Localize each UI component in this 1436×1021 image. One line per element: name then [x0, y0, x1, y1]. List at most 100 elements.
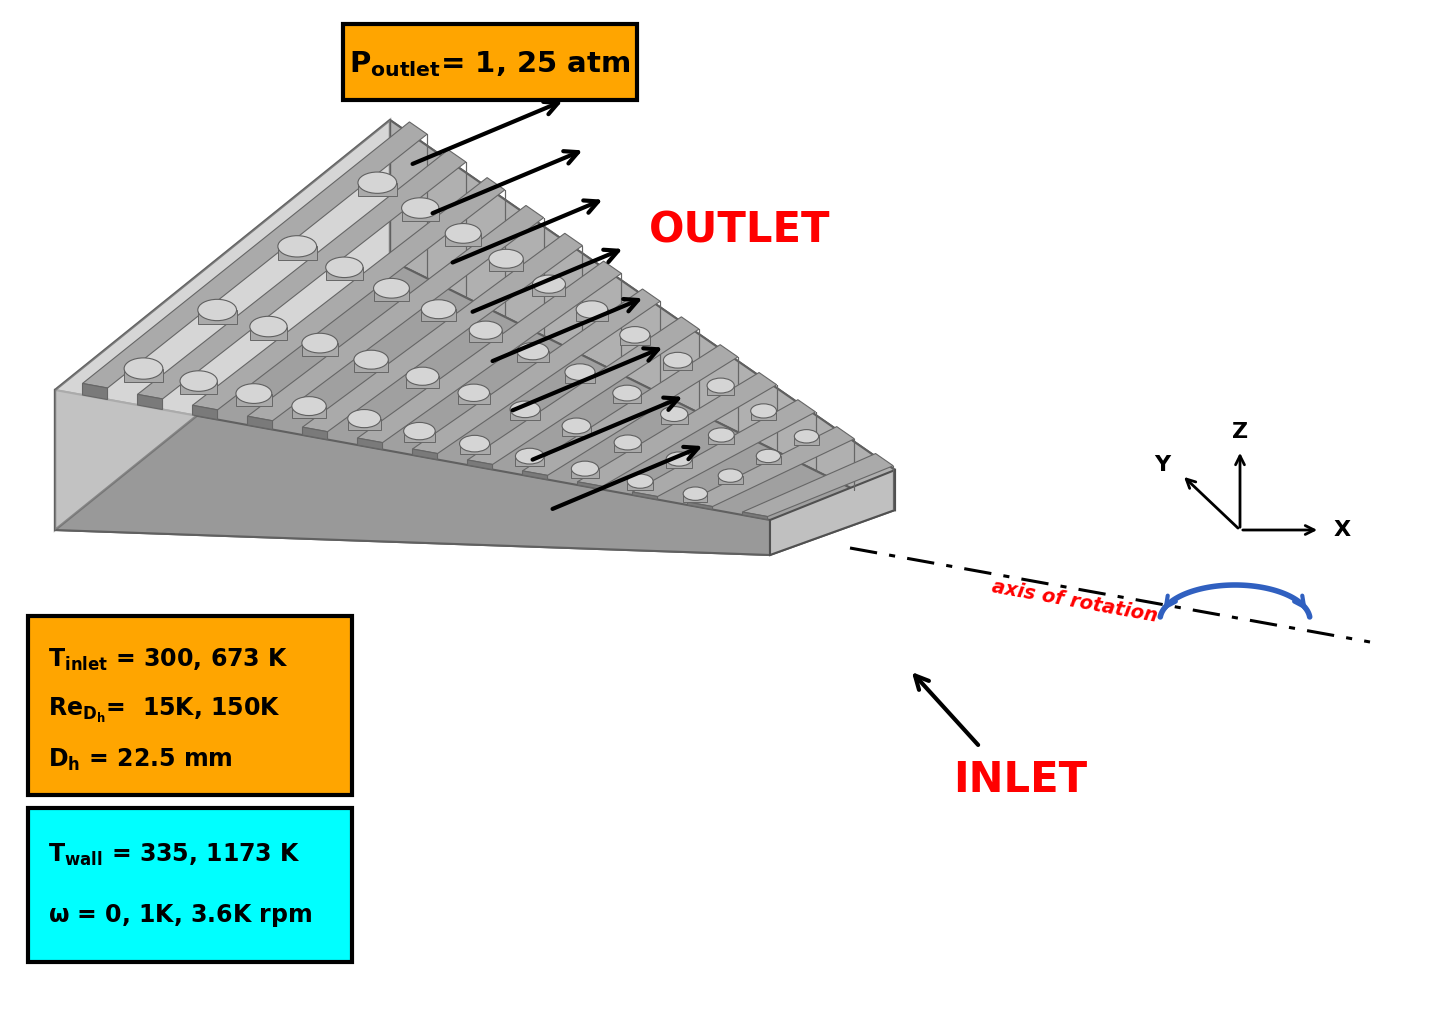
- Polygon shape: [632, 492, 658, 499]
- Ellipse shape: [198, 299, 237, 321]
- Text: $\mathbf{T_{inlet}}$ = 300, 673 K: $\mathbf{T_{inlet}}$ = 300, 673 K: [47, 647, 289, 673]
- Ellipse shape: [615, 435, 642, 450]
- Ellipse shape: [458, 384, 490, 401]
- Text: $\mathbf{T_{wall}}$ = 335, 1173 K: $\mathbf{T_{wall}}$ = 335, 1173 K: [47, 842, 300, 868]
- Polygon shape: [180, 381, 217, 394]
- Polygon shape: [770, 470, 895, 555]
- Polygon shape: [533, 284, 566, 296]
- Text: OUTLET: OUTLET: [649, 209, 831, 251]
- Polygon shape: [794, 436, 819, 445]
- Polygon shape: [247, 205, 544, 421]
- Polygon shape: [684, 494, 708, 502]
- Ellipse shape: [250, 317, 287, 337]
- Ellipse shape: [561, 418, 590, 434]
- Ellipse shape: [326, 257, 363, 278]
- Polygon shape: [192, 405, 217, 420]
- Polygon shape: [742, 512, 767, 520]
- Polygon shape: [82, 121, 426, 388]
- Polygon shape: [406, 376, 439, 388]
- Polygon shape: [277, 246, 316, 260]
- Ellipse shape: [516, 448, 544, 464]
- Ellipse shape: [533, 275, 566, 293]
- Polygon shape: [663, 360, 692, 371]
- Polygon shape: [661, 415, 688, 424]
- Polygon shape: [632, 399, 816, 496]
- Polygon shape: [576, 309, 607, 321]
- Polygon shape: [470, 330, 503, 342]
- Ellipse shape: [402, 198, 439, 218]
- Text: $\mathbf{\omega}$ = 0, 1K, 3.6K rpm: $\mathbf{\omega}$ = 0, 1K, 3.6K rpm: [47, 902, 312, 928]
- Polygon shape: [250, 327, 287, 340]
- Polygon shape: [523, 471, 547, 480]
- Polygon shape: [138, 150, 465, 399]
- Polygon shape: [688, 427, 854, 506]
- Ellipse shape: [470, 322, 503, 339]
- Ellipse shape: [373, 279, 409, 298]
- Ellipse shape: [564, 363, 595, 381]
- Polygon shape: [516, 456, 544, 467]
- Polygon shape: [404, 431, 435, 442]
- Ellipse shape: [302, 333, 337, 353]
- Polygon shape: [468, 459, 493, 470]
- Ellipse shape: [277, 236, 316, 257]
- Ellipse shape: [445, 224, 481, 243]
- Polygon shape: [666, 459, 692, 468]
- Polygon shape: [688, 502, 712, 509]
- Polygon shape: [402, 208, 439, 222]
- Ellipse shape: [628, 474, 653, 488]
- Text: Z: Z: [1232, 422, 1248, 442]
- Polygon shape: [510, 409, 540, 420]
- Polygon shape: [55, 260, 895, 555]
- Polygon shape: [373, 288, 409, 301]
- Polygon shape: [302, 343, 337, 355]
- Polygon shape: [292, 406, 326, 419]
- Polygon shape: [123, 369, 162, 382]
- Polygon shape: [55, 120, 391, 530]
- Polygon shape: [517, 351, 549, 362]
- Polygon shape: [247, 417, 273, 430]
- Ellipse shape: [517, 342, 549, 359]
- Ellipse shape: [620, 327, 651, 343]
- Ellipse shape: [510, 401, 540, 418]
- Ellipse shape: [666, 452, 692, 467]
- Polygon shape: [628, 481, 653, 490]
- Ellipse shape: [707, 378, 734, 393]
- Polygon shape: [742, 453, 893, 517]
- Polygon shape: [707, 386, 734, 395]
- Polygon shape: [751, 410, 777, 420]
- Text: INLET: INLET: [954, 759, 1087, 801]
- Polygon shape: [55, 120, 895, 520]
- FancyBboxPatch shape: [343, 25, 638, 100]
- Polygon shape: [458, 393, 490, 404]
- Ellipse shape: [460, 435, 490, 452]
- Ellipse shape: [358, 172, 396, 193]
- Polygon shape: [572, 469, 599, 478]
- Polygon shape: [421, 309, 455, 322]
- Polygon shape: [303, 234, 583, 432]
- Polygon shape: [445, 234, 481, 246]
- Polygon shape: [460, 443, 490, 454]
- Ellipse shape: [572, 461, 599, 476]
- Polygon shape: [620, 335, 651, 345]
- Polygon shape: [348, 419, 381, 430]
- Polygon shape: [358, 438, 382, 449]
- Ellipse shape: [708, 428, 734, 442]
- Ellipse shape: [353, 350, 388, 370]
- Polygon shape: [138, 394, 162, 409]
- Ellipse shape: [404, 423, 435, 440]
- Polygon shape: [55, 390, 770, 555]
- Ellipse shape: [794, 430, 819, 443]
- Polygon shape: [564, 372, 595, 383]
- Ellipse shape: [236, 384, 271, 403]
- Polygon shape: [326, 268, 363, 281]
- Polygon shape: [358, 261, 622, 443]
- Polygon shape: [523, 345, 738, 476]
- Polygon shape: [615, 442, 642, 452]
- Text: $\mathbf{P_{outlet}}$= 1, 25 atm: $\mathbf{P_{outlet}}$= 1, 25 atm: [349, 49, 630, 79]
- Polygon shape: [236, 393, 271, 406]
- FancyBboxPatch shape: [27, 616, 352, 795]
- Polygon shape: [82, 384, 108, 399]
- Polygon shape: [412, 449, 438, 459]
- Ellipse shape: [488, 249, 523, 269]
- Polygon shape: [577, 482, 603, 489]
